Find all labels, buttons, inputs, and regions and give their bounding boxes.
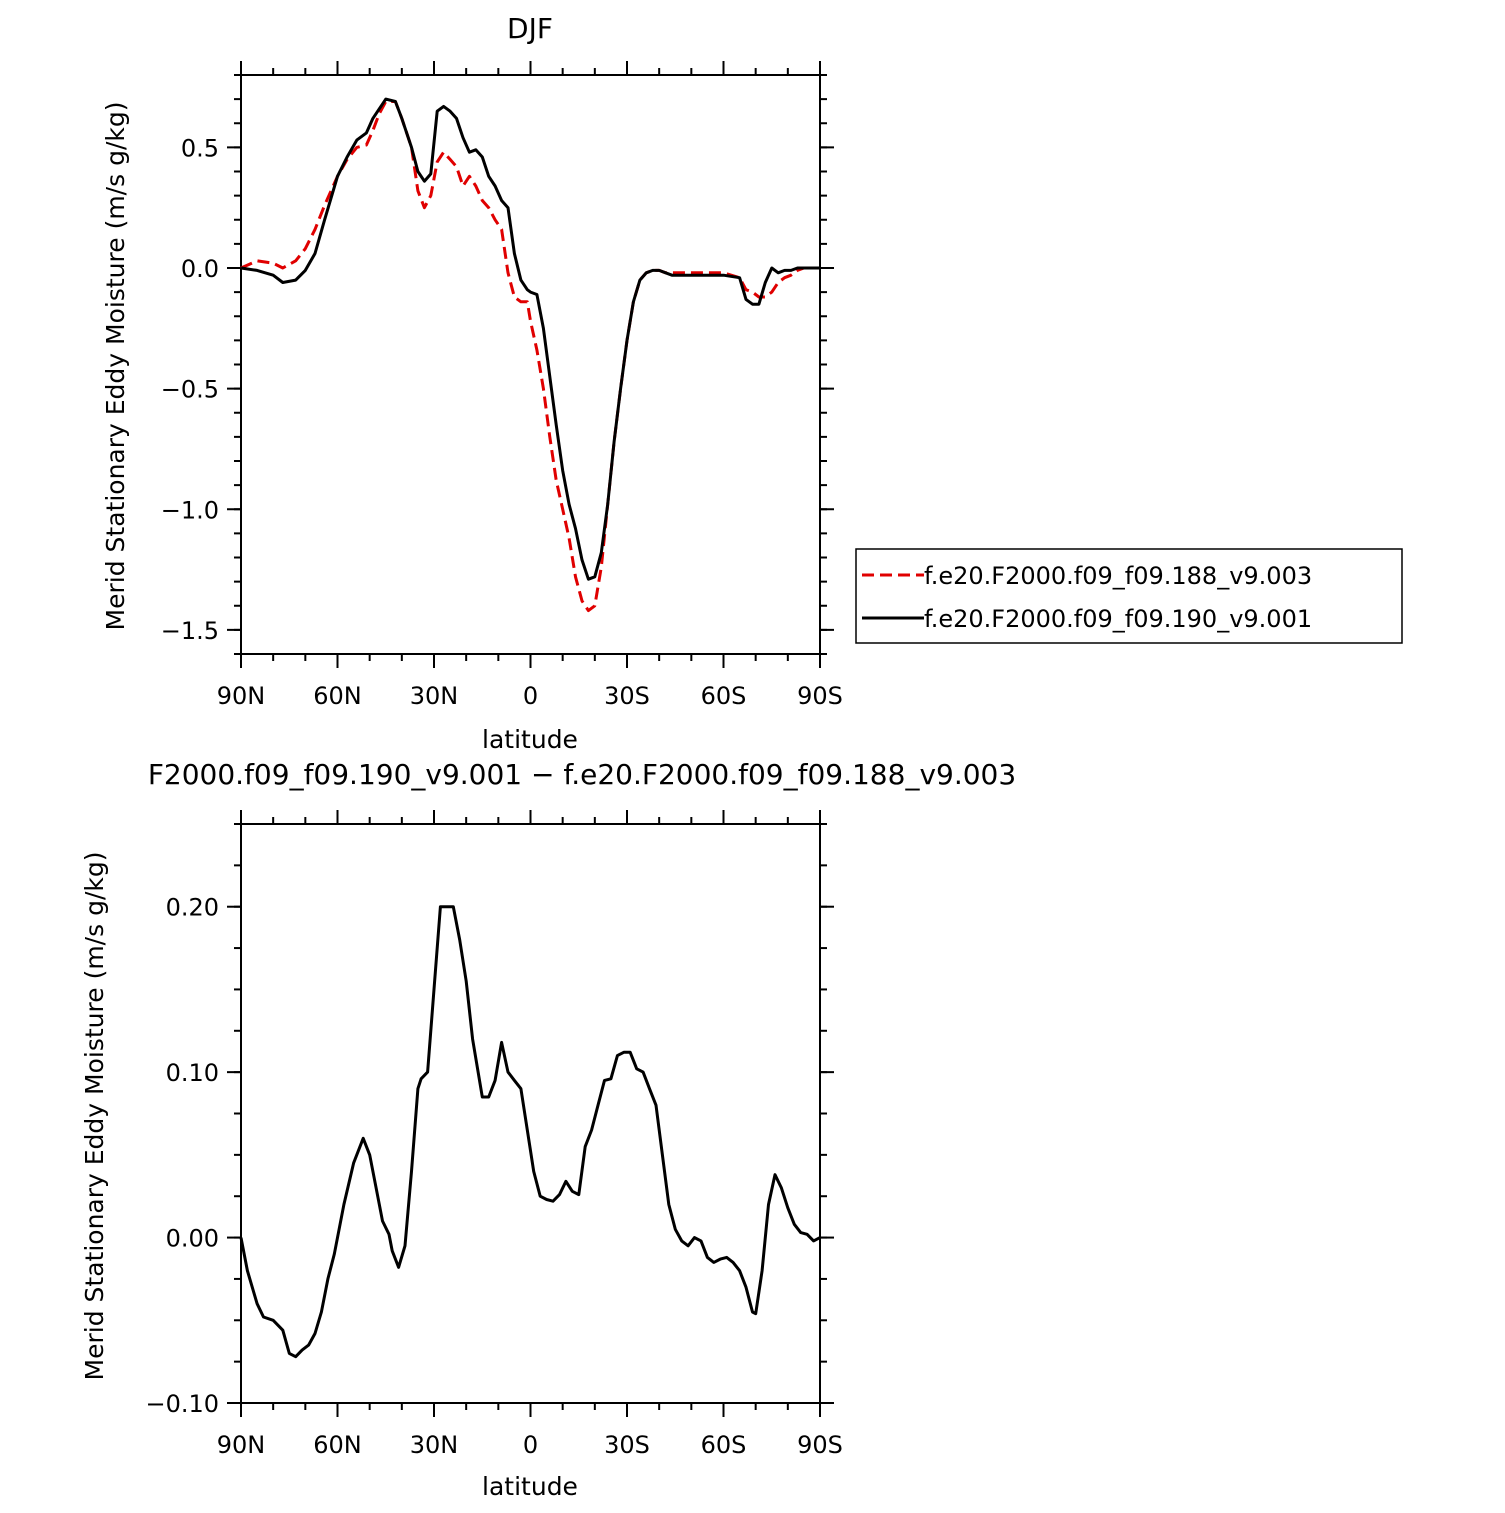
x-tick-label: 60N bbox=[313, 682, 362, 710]
chart-panel-djf: DJF Merid Stationary Eddy Moisture (m/s … bbox=[101, 12, 843, 754]
y-tick-label: 0.00 bbox=[166, 1225, 219, 1253]
series-line-0 bbox=[240, 100, 820, 613]
y-axis-label: Merid Stationary Eddy Moisture (m/s g/kg… bbox=[80, 852, 109, 1381]
x-tick-label: 0 bbox=[523, 1431, 538, 1459]
x-tick-label: 90S bbox=[797, 1431, 843, 1459]
x-tick-label: 30S bbox=[604, 682, 650, 710]
legend: f.e20.F2000.f09_f09.188_v9.003 f.e20.F20… bbox=[855, 548, 1403, 644]
chart-title: F2000.f09_f09.190_v9.001 − f.e20.F2000.f… bbox=[148, 758, 1016, 791]
plot-frame bbox=[240, 74, 821, 655]
x-tick-label: 90N bbox=[217, 682, 266, 710]
plot-frame bbox=[240, 823, 821, 1404]
y-tick-label: −0.5 bbox=[161, 376, 219, 404]
x-tick-label: 30N bbox=[410, 682, 459, 710]
x-tick-label: 30N bbox=[410, 1431, 459, 1459]
x-axis-label: latitude bbox=[482, 725, 578, 754]
y-tick-label: 0.5 bbox=[181, 134, 219, 162]
x-axis-label: latitude bbox=[482, 1472, 578, 1501]
x-tick-label: 90S bbox=[797, 682, 843, 710]
y-axis-label: Merid Stationary Eddy Moisture (m/s g/kg… bbox=[101, 102, 130, 631]
legend-box bbox=[855, 548, 1403, 644]
x-tick-label: 60S bbox=[701, 1431, 747, 1459]
chart-title: DJF bbox=[507, 12, 553, 45]
chart-panel-difference: F2000.f09_f09.190_v9.001 − f.e20.F2000.f… bbox=[80, 758, 1016, 1501]
y-tick-label: 0.0 bbox=[181, 255, 219, 283]
x-tick-label: 60N bbox=[313, 1431, 362, 1459]
x-tick-label: 60S bbox=[701, 682, 747, 710]
x-tick-label: 0 bbox=[523, 682, 538, 710]
y-tick-label: 0.20 bbox=[166, 894, 219, 922]
series-line-0 bbox=[239, 905, 821, 1359]
y-tick-label: −0.10 bbox=[145, 1390, 219, 1418]
series-line-1 bbox=[240, 97, 820, 581]
y-tick-label: 0.10 bbox=[166, 1059, 219, 1087]
y-tick-label: −1.5 bbox=[161, 617, 219, 645]
x-tick-label: 90N bbox=[217, 1431, 266, 1459]
y-tick-label: −1.0 bbox=[161, 496, 219, 524]
x-tick-label: 30S bbox=[604, 1431, 650, 1459]
legend-label-series-0: f.e20.F2000.f09_f09.188_v9.003 bbox=[924, 562, 1312, 590]
legend-label-series-1: f.e20.F2000.f09_f09.190_v9.001 bbox=[924, 605, 1312, 633]
